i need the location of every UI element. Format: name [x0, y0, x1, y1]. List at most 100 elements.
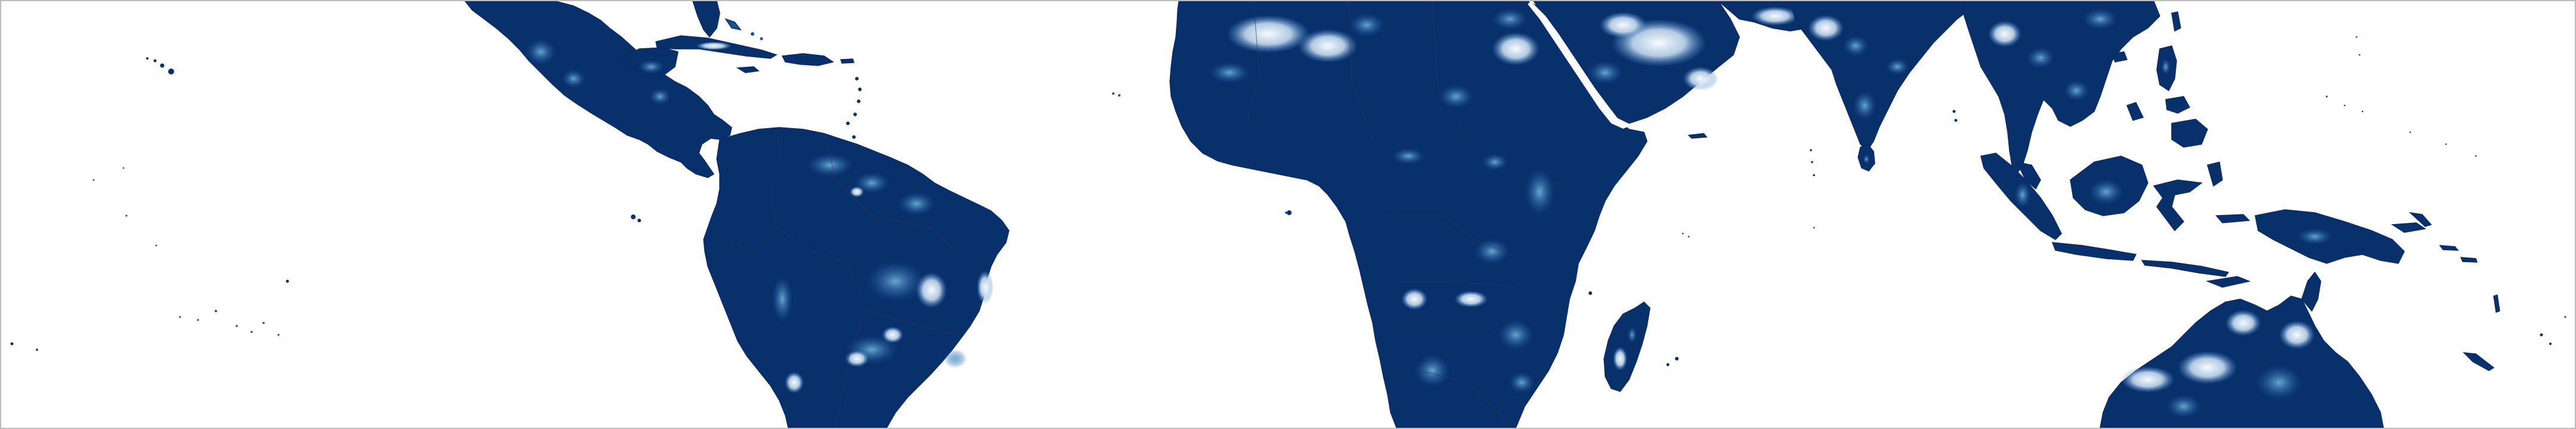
micronesia-island	[2409, 131, 2411, 133]
galapagos-island	[637, 219, 641, 222]
pacific-speck	[632, 217, 634, 220]
sa-pale-patch	[845, 350, 869, 367]
sao-tome-island	[1285, 212, 1287, 214]
marianas-island	[2358, 54, 2361, 56]
polynesia-island	[197, 319, 199, 321]
maritime-southeast-asia-region	[1980, 153, 2251, 288]
madagascar-pale-patch	[1613, 347, 1627, 371]
philippines-region	[2126, 45, 2208, 148]
mexico-pale-patch	[562, 69, 586, 88]
solomon-islands	[2460, 257, 2478, 263]
hawaii-island	[160, 63, 165, 68]
india-pale-patch	[1843, 35, 1869, 57]
comoros-island	[1589, 291, 1592, 295]
bahamas-land	[724, 18, 742, 31]
india-pale-patch	[1885, 58, 1909, 75]
australia-pale-patch	[2255, 365, 2303, 400]
micronesia-island	[2343, 104, 2346, 107]
new-guinea-region	[2255, 209, 2478, 264]
se-asia-pale-patch	[2063, 80, 2089, 101]
southern-africa-pale-patch	[1414, 354, 1450, 387]
seychelles-island	[1682, 232, 1684, 235]
halmahera-island	[2207, 161, 2223, 187]
pacific-speck	[2564, 316, 2566, 318]
east-africa-pale-patch	[1524, 168, 1555, 216]
vanuatu-island	[2493, 294, 2500, 313]
australia-pale-patch	[2178, 351, 2237, 384]
cape-verde-island	[1118, 94, 1120, 97]
new-guinea-pale-patch	[2297, 228, 2333, 245]
sahara-pale-patch	[1209, 62, 1250, 83]
pacific-islands-region	[10, 36, 2566, 371]
southern-africa-pale-patch	[1498, 319, 1534, 350]
sa-pale-patch	[806, 153, 854, 177]
antilles-island	[855, 77, 859, 80]
australia-pale-patch	[2279, 321, 2315, 349]
sa-pale-patch	[772, 275, 793, 323]
red-sea-water	[1528, 1, 1629, 129]
sa-pale-patch	[977, 271, 993, 304]
mindanao-island	[2171, 119, 2208, 148]
arabia-pale-patch	[1599, 12, 1647, 38]
madagascar-region	[1589, 291, 1679, 392]
sa-pale-patch	[785, 372, 804, 393]
galapagos-island	[631, 214, 636, 219]
east-africa-pale-patch	[1482, 154, 1508, 170]
australia-pale-patch	[2166, 394, 2202, 418]
jamaica-land	[736, 66, 760, 73]
lesser-sunda-islands	[2141, 260, 2230, 277]
andaman-island	[1954, 119, 1958, 122]
kiribati-island	[122, 167, 125, 169]
sahara-pale-patch	[1492, 32, 1540, 66]
fiji-island	[2540, 333, 2543, 337]
hainan-island	[2111, 51, 2128, 63]
socotra-island	[1688, 133, 1708, 139]
australia-pale-patch	[2225, 310, 2261, 336]
africa-border-line	[1247, 1, 1576, 419]
antilles-island	[858, 88, 862, 91]
bahamas-island	[760, 37, 763, 41]
india-pale-patch	[1808, 15, 1844, 41]
sa-pale-patch	[850, 186, 864, 197]
sa-border-line	[722, 129, 956, 428]
seychelles-island	[1688, 235, 1690, 238]
mauritius-island	[1675, 357, 1679, 360]
marshall-island	[2475, 155, 2477, 157]
sahel-pale-patch	[1438, 85, 1474, 108]
south-asia-region	[1789, 1, 1970, 176]
micronesia-island	[2445, 143, 2447, 145]
palawan-island	[2126, 102, 2144, 121]
yucatan-pale-patch	[638, 60, 664, 74]
antilles-island	[846, 122, 850, 125]
polynesia-island	[179, 316, 181, 318]
africa-region	[1169, 1, 1648, 428]
reunion-island	[1666, 363, 1670, 366]
atlantic-island	[1112, 92, 1114, 95]
china-pale-patch	[2082, 8, 2118, 30]
fiji-island	[2549, 343, 2552, 345]
hawaii-island	[153, 59, 157, 63]
south-america-region	[703, 127, 1010, 428]
southern-africa-pale-patch	[1401, 288, 1428, 310]
polynesia-island	[236, 325, 238, 327]
antilles-island	[853, 113, 857, 116]
sa-pale-patch	[882, 327, 903, 343]
chagos-island	[1813, 226, 1815, 229]
caribbean-region	[655, 1, 862, 125]
polynesia-island	[250, 331, 253, 333]
sumatra-pale-patch	[2014, 182, 2031, 208]
florida-land	[692, 1, 720, 38]
iran-pale-patch	[1751, 7, 1799, 26]
arabia-pale-patch	[1587, 61, 1623, 85]
trinidad-island	[852, 135, 856, 139]
puerto-rico-land	[840, 58, 855, 64]
hispaniola-land	[781, 53, 834, 66]
polynesia-island	[262, 322, 265, 324]
arabia-pale-patch	[1683, 67, 1719, 91]
sulawesi-island	[2153, 179, 2203, 232]
central-america-region	[465, 1, 732, 178]
sahara-pale-patch	[1349, 13, 1385, 37]
andaman-island	[1952, 110, 1956, 113]
